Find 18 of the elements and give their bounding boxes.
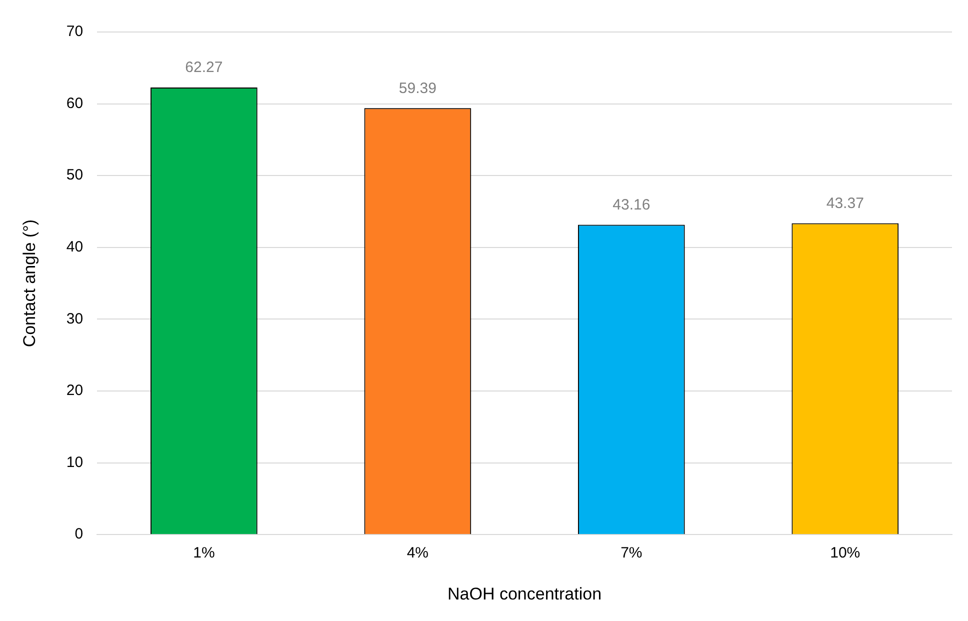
data-label: 43.37 <box>826 194 864 212</box>
y-tick-label: 60 <box>66 94 84 112</box>
x-tick-label: 4% <box>406 544 429 562</box>
y-tick-label: 10 <box>66 454 84 471</box>
y-tick-label: 0 <box>74 526 84 543</box>
x-tick-label: 7% <box>620 544 642 562</box>
y-tick-label: 20 <box>66 382 84 400</box>
data-label: 43.16 <box>612 196 650 214</box>
x-axis-title: NaOH concentration <box>448 584 602 604</box>
y-axis-title: Contact angle (°) <box>20 219 39 348</box>
x-tick-label: 10% <box>830 544 860 562</box>
y-tick-label: 50 <box>66 166 84 184</box>
x-tick-label: 1% <box>193 544 215 562</box>
y-tick-label: 70 <box>66 23 84 40</box>
data-label: 62.27 <box>185 59 223 76</box>
y-tick-label: 40 <box>66 238 84 256</box>
data-label: 59.39 <box>398 80 436 97</box>
y-tick-label: 30 <box>66 310 84 328</box>
